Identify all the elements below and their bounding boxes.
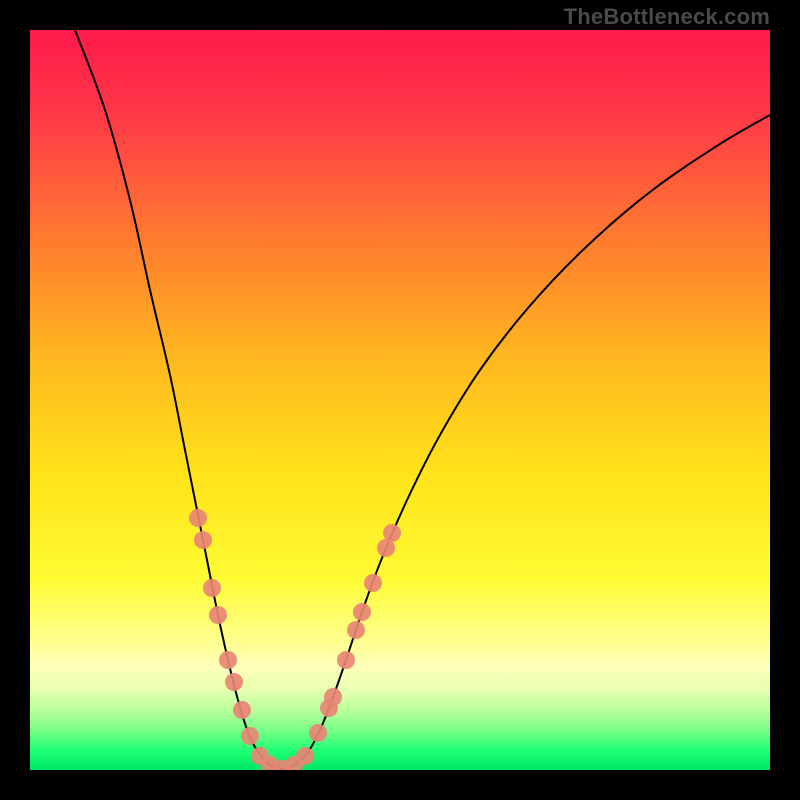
data-point — [233, 701, 251, 719]
curve-right-branch — [282, 115, 770, 769]
plot-area — [30, 30, 770, 770]
data-point — [309, 724, 327, 742]
data-point — [383, 524, 401, 542]
curve-left-branch — [75, 30, 282, 769]
data-point — [189, 509, 207, 527]
data-point — [209, 606, 227, 624]
data-point — [241, 727, 259, 745]
data-point — [324, 688, 342, 706]
data-point — [194, 531, 212, 549]
marker-cluster — [189, 509, 401, 770]
data-point — [225, 673, 243, 691]
watermark-text: TheBottleneck.com — [564, 4, 770, 30]
data-point — [337, 651, 355, 669]
data-point — [219, 651, 237, 669]
data-point — [296, 747, 314, 765]
chart-frame: TheBottleneck.com — [0, 0, 800, 800]
data-point — [203, 579, 221, 597]
data-point — [364, 574, 382, 592]
data-point — [347, 621, 365, 639]
curve-layer — [30, 30, 770, 770]
data-point — [353, 603, 371, 621]
